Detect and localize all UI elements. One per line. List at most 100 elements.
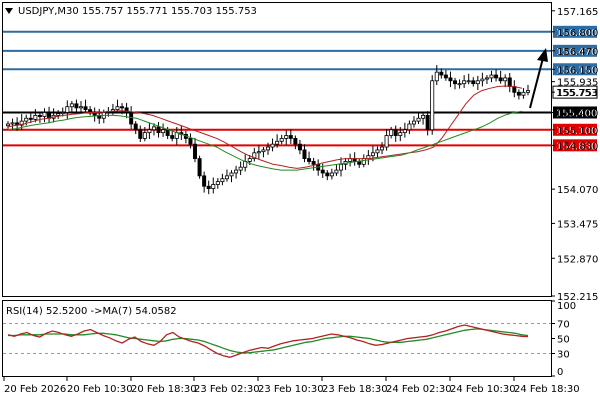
candle-body (83, 106, 88, 110)
candle-body (19, 120, 24, 126)
candle-body (329, 172, 334, 177)
candle-body (448, 77, 453, 82)
candle-body (37, 114, 42, 117)
candle-body (430, 80, 435, 131)
candle-body (206, 185, 211, 189)
candle-body (334, 169, 339, 174)
candle-body (215, 181, 220, 185)
candle-body (151, 126, 156, 131)
candle-body (129, 112, 134, 125)
candle-body (238, 166, 243, 171)
level-price-label: 156.800 (556, 28, 597, 39)
time-tick-label: 24 Feb 18:30 (514, 384, 580, 395)
triangle-down-icon[interactable] (5, 8, 13, 14)
level-price-label: 155.100 (556, 126, 597, 137)
candle-body (489, 74, 494, 79)
candle-body (288, 135, 293, 139)
candle-body (380, 146, 385, 151)
candle-body (275, 140, 280, 145)
price-tick-label: 155.400 (557, 108, 598, 119)
candle-body (65, 106, 70, 113)
candle-body (416, 117, 421, 122)
level-price-tag (553, 139, 597, 152)
projection-arrow (529, 48, 548, 109)
time-tick-label: 20 Feb 2026 (4, 384, 66, 395)
candle-body (270, 143, 275, 148)
price-tick-label: 152.870 (557, 254, 598, 265)
candle-body (202, 175, 207, 187)
candle-body (284, 135, 289, 139)
level-price-tag (553, 63, 597, 76)
candle-body (307, 158, 312, 162)
candle-body (421, 114, 426, 119)
price-tick-label: 156.800 (557, 28, 598, 39)
candle-body (265, 146, 270, 151)
candle-body (279, 138, 284, 142)
time-tick-label: 20 Feb 18:30 (131, 384, 197, 395)
candle-body (124, 107, 129, 113)
candle-body (133, 123, 138, 131)
rsi-ma-line (8, 328, 529, 354)
rsi-axis: 100 70 50 30 0 (551, 300, 576, 378)
price-tick-label: 154.070 (557, 185, 598, 196)
level-price-label: 156.150 (556, 65, 597, 76)
rsi-tick-label: 100 (557, 301, 576, 312)
candle-body (120, 106, 125, 109)
level-price-tag (553, 123, 597, 136)
price-tick-label: 153.475 (557, 219, 598, 230)
level-price-label: 155.400 (556, 108, 597, 119)
candle-body (252, 152, 257, 159)
price-tick-label: 154.830 (557, 141, 598, 152)
candle-body (521, 91, 526, 96)
level-price-tag (553, 44, 597, 57)
candle-body (320, 169, 325, 174)
rsi-line (7, 324, 529, 358)
candle-body (425, 114, 430, 131)
candle-body (471, 80, 476, 85)
candle-body (234, 169, 239, 174)
time-tick-label: 20 Feb 10:30 (67, 384, 133, 395)
candle-body (311, 161, 316, 165)
candle-body (480, 78, 485, 82)
candle-body (457, 83, 462, 86)
candle-body (384, 135, 389, 148)
candle-body (484, 77, 489, 80)
candle-body (466, 80, 471, 83)
candle-body (498, 77, 503, 82)
candle-body (6, 123, 11, 127)
ma-fast-line (7, 85, 523, 169)
level-price-label: 154.830 (556, 141, 597, 152)
rsi-tick-label: 0 (557, 367, 563, 378)
rsi-label: RSI(14) 52.5200 ->MA(7) 54.0582 (6, 306, 177, 317)
level-price-tag (553, 106, 597, 119)
candle-body (211, 184, 216, 189)
candle-body (170, 135, 175, 139)
candle-body (156, 126, 161, 134)
candle-body (188, 138, 193, 145)
candle-body (302, 149, 307, 159)
price-tick-label: 157.165 (557, 7, 598, 18)
candle-body (24, 117, 29, 122)
candle-body (256, 151, 261, 154)
candle-body (475, 80, 480, 85)
candle-body (512, 86, 517, 93)
candle-body (224, 175, 229, 180)
price-panel (2, 2, 552, 297)
candle-body (507, 77, 512, 87)
candle-body (434, 71, 439, 82)
ma-slow-line (7, 110, 523, 171)
candle-body (398, 132, 403, 136)
rsi-tick-label: 70 (557, 320, 570, 331)
time-tick-label: 23 Feb 10:30 (258, 384, 324, 395)
rsi-panel (2, 300, 552, 377)
candle-body (393, 129, 398, 136)
candle-body (74, 103, 79, 109)
candle-body (193, 143, 198, 159)
candle-body (138, 129, 143, 139)
candle-body (60, 112, 65, 115)
candle-body (293, 138, 298, 145)
level-price-label: 156.470 (556, 47, 597, 58)
candle-body (402, 129, 407, 134)
candle-body (142, 132, 147, 139)
candle-body (407, 123, 412, 131)
